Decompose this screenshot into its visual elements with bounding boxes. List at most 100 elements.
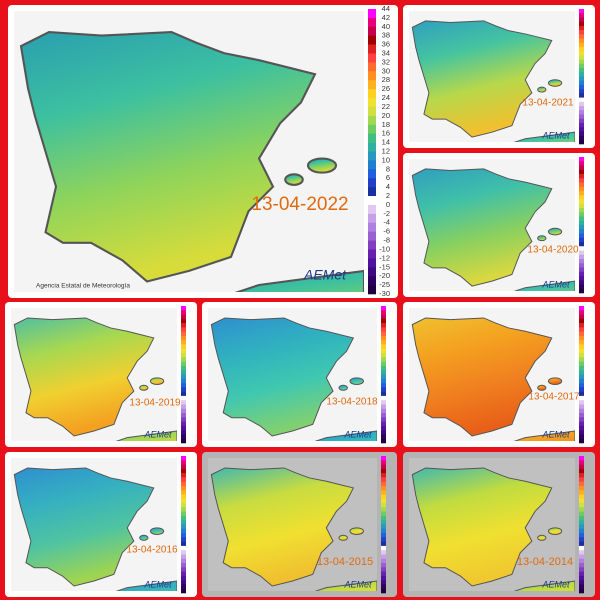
colorbar-swatch xyxy=(381,456,386,461)
colorbar-swatch xyxy=(381,348,386,354)
colorbar-swatch xyxy=(381,490,386,495)
colorbar-swatch xyxy=(181,361,186,367)
colorbar-swatch xyxy=(579,68,584,73)
colorbar-swatch xyxy=(579,537,584,542)
colorbar-swatch xyxy=(181,507,186,512)
colorbar-swatch xyxy=(381,318,386,324)
colorbar-swatch xyxy=(579,233,584,239)
aemet-logo: AEMet xyxy=(143,429,172,439)
colorbar-swatch xyxy=(368,98,376,108)
colorbar-swatch xyxy=(579,340,584,345)
colorbar-swatch xyxy=(579,276,584,281)
colorbar-swatch xyxy=(181,494,186,500)
colorbar-label: 0 xyxy=(386,200,390,209)
colorbar-swatch xyxy=(579,165,584,171)
colorbar-swatch xyxy=(181,374,186,380)
colorbar-swatch xyxy=(579,9,584,14)
colorbar-swatch xyxy=(579,550,584,555)
colorbar-swatch xyxy=(381,391,386,397)
colorbar-swatch xyxy=(579,468,584,474)
colorbar-swatch xyxy=(368,240,376,250)
colorbar-swatch xyxy=(579,280,584,285)
colorbar-swatch xyxy=(181,421,186,427)
colorbar-swatch xyxy=(381,331,386,337)
colorbar-swatch xyxy=(381,404,386,410)
colorbar-swatch xyxy=(579,571,584,577)
colorbar-swatch xyxy=(579,357,584,362)
map-date: 13-04-2020 xyxy=(527,245,579,256)
aemet-logo: AEMet xyxy=(343,429,372,439)
colorbar-swatch xyxy=(181,335,186,341)
colorbar-swatch xyxy=(381,503,386,508)
aemet-logo: AEMet xyxy=(143,579,172,589)
colorbar-swatch xyxy=(181,348,186,354)
colorbar-swatch xyxy=(579,161,584,166)
colorbar-swatch xyxy=(181,391,186,397)
colorbar-swatch xyxy=(579,430,584,435)
colorbar-swatch xyxy=(181,306,186,311)
colorbar-swatch xyxy=(381,408,386,414)
colorbar-swatch xyxy=(579,498,584,504)
colorbar-swatch xyxy=(579,404,584,410)
colorbar-swatch xyxy=(368,62,376,72)
colorbar-swatch xyxy=(381,558,386,564)
colorbar-swatch xyxy=(579,106,584,111)
colorbar-swatch xyxy=(381,545,386,551)
colorbar-label: 22 xyxy=(382,102,390,111)
colorbar-swatch xyxy=(381,438,386,444)
colorbar-swatch xyxy=(181,387,186,392)
colorbar-swatch xyxy=(579,378,584,384)
colorbar-swatch xyxy=(579,182,584,188)
colorbar-swatch xyxy=(579,545,584,551)
colorbar-swatch xyxy=(381,473,386,478)
colorbar-swatch xyxy=(579,212,584,217)
colorbar-swatch xyxy=(381,550,386,555)
map-date: 13-04-2017 xyxy=(528,392,580,403)
colorbar-swatch xyxy=(579,370,584,375)
colorbar-swatch xyxy=(381,584,386,590)
colorbar-swatch xyxy=(181,417,186,422)
colorbar-swatch xyxy=(381,310,386,315)
colorbar-swatch xyxy=(181,460,186,465)
colorbar-swatch xyxy=(381,507,386,512)
colorbar-swatch xyxy=(181,323,186,328)
colorbar-swatch xyxy=(381,460,386,465)
colorbar-swatch xyxy=(181,554,186,560)
colorbar-swatch xyxy=(368,17,376,28)
colorbar-label: -30 xyxy=(379,289,390,298)
colorbar-swatch xyxy=(579,174,584,179)
colorbar-swatch xyxy=(579,97,584,103)
colorbar-swatch xyxy=(381,323,386,328)
map-date: 13-04-2014 xyxy=(517,556,573,568)
colorbar-swatch xyxy=(368,106,376,117)
colorbar-swatch xyxy=(181,580,186,585)
colorbar-label: 6 xyxy=(386,173,390,182)
colorbar-swatch xyxy=(381,335,386,341)
colorbar-swatch xyxy=(381,511,386,517)
colorbar-swatch xyxy=(381,387,386,392)
colorbar-swatch xyxy=(579,528,584,534)
colorbar-swatch xyxy=(579,477,584,482)
colorbar-swatch xyxy=(579,25,584,31)
colorbar-swatch xyxy=(579,267,584,273)
colorbar-swatch xyxy=(579,473,584,478)
colorbar-swatch xyxy=(579,365,584,371)
colorbar-swatch xyxy=(181,503,186,508)
colorbar-swatch xyxy=(381,588,386,594)
colorbar-swatch xyxy=(579,567,584,572)
colorbar-label: 30 xyxy=(382,66,390,75)
colorbar-swatch xyxy=(181,468,186,474)
colorbar-swatch xyxy=(381,340,386,345)
colorbar-swatch xyxy=(579,515,584,521)
colorbar-label: -6 xyxy=(383,227,390,236)
colorbar-swatch xyxy=(579,438,584,444)
colorbar-swatch xyxy=(579,17,584,22)
colorbar-swatch xyxy=(368,178,376,188)
colorbar-label: 4 xyxy=(386,182,390,191)
colorbar-swatch xyxy=(381,425,386,431)
colorbar-label: -15 xyxy=(379,262,390,271)
colorbar-label: 42 xyxy=(382,13,390,22)
colorbar-swatch xyxy=(381,413,386,418)
colorbar-swatch xyxy=(381,357,386,362)
